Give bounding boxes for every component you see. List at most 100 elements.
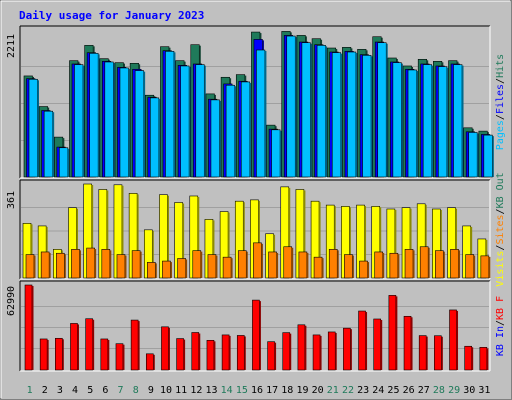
bar-shade [31, 224, 33, 278]
bar-hits-pages-30 [468, 132, 478, 178]
bar-shade [349, 207, 351, 278]
bar-hits-pages-13 [210, 99, 220, 178]
bar-shade [155, 263, 157, 278]
bar-shade [49, 252, 51, 278]
bar-shade [380, 319, 383, 370]
bar-shade [77, 324, 79, 370]
bar-shade [228, 212, 230, 278]
bar-visits-sites-12 [192, 250, 202, 279]
bar-shade [395, 296, 398, 370]
bar-shade [471, 347, 474, 370]
bar-shade [410, 208, 412, 278]
bar-shade [197, 196, 200, 278]
x-tick-label-13: 13 [205, 385, 217, 396]
bar-kb-kb-f-27 [418, 335, 427, 371]
bar-visits-sites-30 [465, 254, 474, 279]
bar-shade [82, 65, 85, 177]
bar-kb-kb-f-31 [479, 347, 488, 371]
x-tick-label-1: 1 [27, 385, 33, 396]
x-tick-label-19: 19 [296, 385, 308, 396]
bar-hits-pages-10 [165, 51, 175, 178]
bar-visits-sites-3 [56, 252, 65, 279]
bar-shade [67, 148, 70, 177]
bar-shade [416, 70, 419, 177]
x-tick-label-29: 29 [448, 385, 460, 396]
chart-title: Daily usage for January 2023 [19, 9, 204, 22]
bar-kb-kb-f-20 [312, 334, 321, 371]
bar-visits-sites-22 [344, 254, 353, 279]
bar-kb-kb-f-3 [55, 337, 63, 371]
bar-shade [113, 62, 115, 178]
x-tick-label-30: 30 [463, 385, 475, 396]
bar-shade [109, 250, 112, 278]
bar-kb-kb-f-6 [100, 338, 109, 371]
bar-visits-sites-9 [146, 262, 156, 279]
bar-hits-pages-9 [149, 97, 160, 178]
bar-shade [428, 247, 430, 278]
bar-hits-pages-19 [301, 42, 311, 178]
bar-shade [413, 250, 415, 278]
bar-kb-kb-f-15 [236, 335, 245, 371]
legend-entry: Pages [495, 120, 506, 150]
bar-visits-sites-7 [116, 254, 126, 279]
legend-entry: Hits [495, 54, 506, 78]
bar-hits-pages-26 [407, 69, 417, 178]
bar-visits-sites-19 [298, 251, 308, 279]
x-tick-label-20: 20 [312, 385, 324, 396]
bar-shade [158, 98, 161, 177]
bar-hits-pages-17 [271, 129, 281, 178]
bar-hits-pages-25 [392, 62, 402, 178]
legend-entry: / [495, 320, 506, 326]
bar-shade [364, 206, 367, 278]
bar-shade [446, 67, 449, 177]
max-label-visits: 361 [6, 191, 17, 209]
bar-shade [183, 339, 186, 370]
x-tick-label-2: 2 [42, 385, 48, 396]
bar-kb-kb-f-18 [282, 332, 291, 371]
bar-kb-kb-f-24 [373, 318, 382, 371]
bar-hits-pages-6 [104, 61, 114, 178]
bar-kb-kb-f-22 [343, 327, 351, 371]
bar-hits-pages-31 [483, 134, 493, 178]
legend-entry: KB Out [495, 172, 506, 208]
bar-kb-kb-f-14 [221, 334, 230, 371]
x-tick-label-21: 21 [327, 385, 339, 396]
bar-hits-pages-1 [28, 78, 38, 178]
bar-visits-sites-15 [237, 250, 247, 279]
bar-kb-kb-f-5 [85, 318, 93, 371]
bar-visits-sites-10 [162, 260, 171, 279]
bar-shade [37, 80, 39, 177]
bar-shade [303, 190, 306, 278]
bar-kb-kb-f-4 [70, 323, 78, 371]
bar-shade [64, 254, 66, 278]
bar-shade [198, 333, 201, 370]
x-tick-label-16: 16 [251, 385, 263, 396]
bar-shade [401, 63, 403, 177]
bar-visits-sites-23 [359, 260, 368, 279]
bar-shade [264, 51, 267, 178]
x-tick-label-7: 7 [118, 385, 124, 396]
bar-shade [304, 325, 307, 370]
x-tick-label-18: 18 [281, 385, 293, 396]
bar-shade [261, 243, 263, 278]
bar-shade [441, 336, 443, 370]
bar-shade [443, 251, 445, 278]
x-tick-label-9: 9 [148, 385, 154, 396]
bar-shade [425, 204, 427, 278]
bar-shade [477, 133, 479, 177]
bar-hits-pages-3 [59, 147, 69, 178]
bar-kb-kb-f-17 [267, 341, 275, 371]
x-tick-label-31: 31 [478, 385, 490, 396]
bar-shade [167, 195, 169, 278]
bar-shade [458, 250, 461, 278]
bar-shade [340, 53, 343, 177]
bar-shade [234, 86, 237, 177]
legend-visits: Visits/Sites/KB Out [495, 172, 506, 286]
x-tick-label-8: 8 [133, 385, 139, 396]
bar-shade [455, 208, 458, 278]
bar-shade [47, 339, 49, 370]
bar-kb-kb-f-11 [176, 338, 184, 371]
bar-kb-kb-f-8 [130, 319, 139, 371]
bar-shade [367, 262, 370, 278]
